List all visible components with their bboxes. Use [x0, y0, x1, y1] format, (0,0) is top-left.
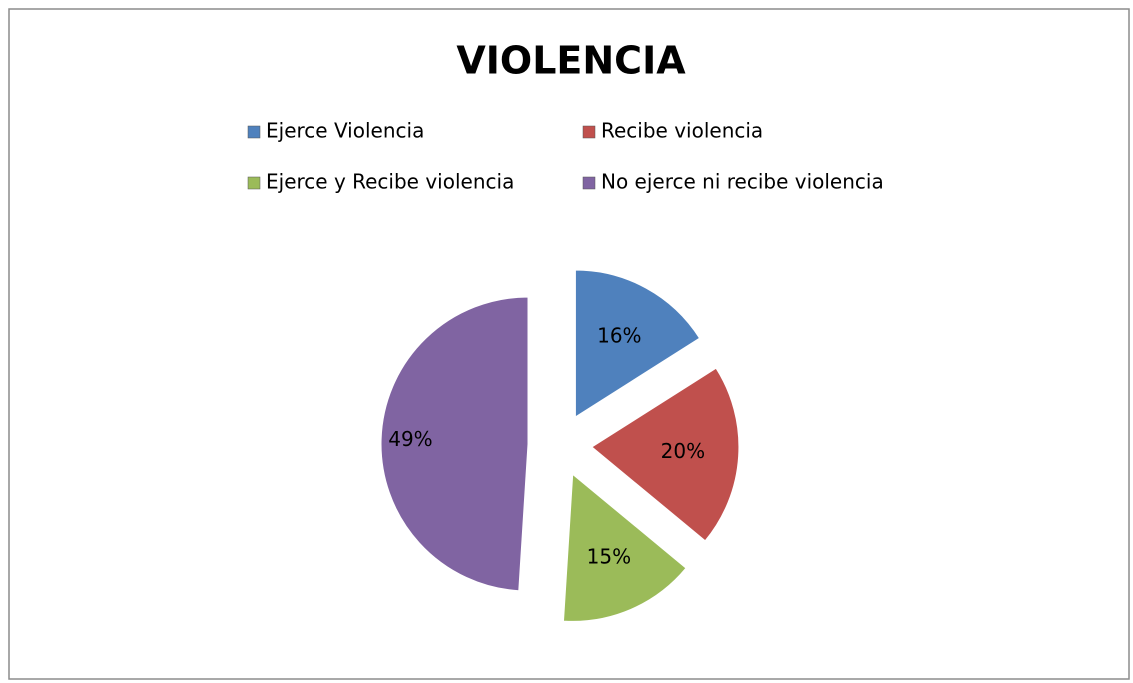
legend-label: Ejerce y Recibe violencia [266, 170, 514, 194]
legend-swatch [247, 176, 261, 190]
data-label: 15% [587, 545, 631, 569]
legend-label: No ejerce ni recibe violencia [601, 170, 884, 194]
pie-slice [574, 269, 701, 418]
legend-swatch [247, 125, 261, 139]
data-label: 16% [597, 324, 641, 348]
legend-label: Recibe violencia [601, 119, 763, 143]
data-label: 20% [661, 439, 705, 463]
legend-swatch [582, 125, 596, 139]
pie-slice [562, 473, 687, 622]
pie-slice [380, 296, 529, 592]
chart-title: VIOLENCIA [456, 39, 686, 83]
legend-swatch [582, 176, 596, 190]
pie-slice [591, 367, 740, 542]
data-label: 49% [388, 427, 432, 451]
legend-label: Ejerce Violencia [266, 119, 424, 143]
